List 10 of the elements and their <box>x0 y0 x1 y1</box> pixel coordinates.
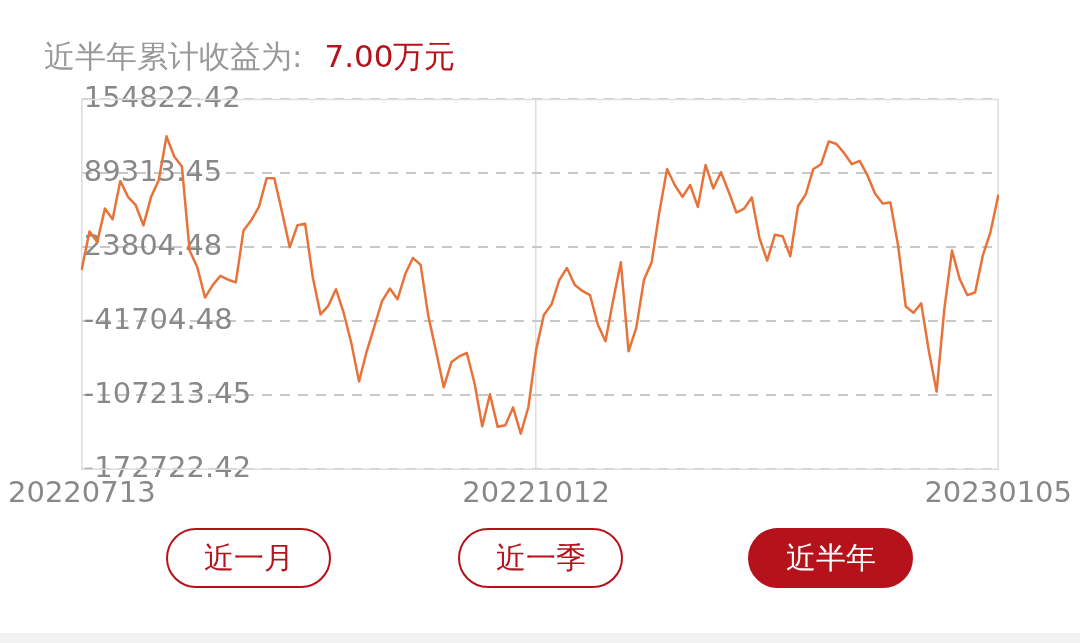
text: 近半年 <box>748 528 913 588</box>
y-tick-label: -41704.48 <box>83 301 233 336</box>
x-tick-label: 20221012 <box>462 475 610 510</box>
chart-title: 近半年累计收益为: <box>44 38 303 74</box>
y-tick-label: -107213.45 <box>83 375 252 410</box>
text: 近一季 <box>458 528 623 588</box>
x-tick-label: 20230105 <box>924 475 1072 510</box>
y-tick-label: 154822.42 <box>83 79 241 114</box>
chart-subtitle: 7.00万元 <box>324 38 456 74</box>
text: 近一月 <box>166 528 331 588</box>
